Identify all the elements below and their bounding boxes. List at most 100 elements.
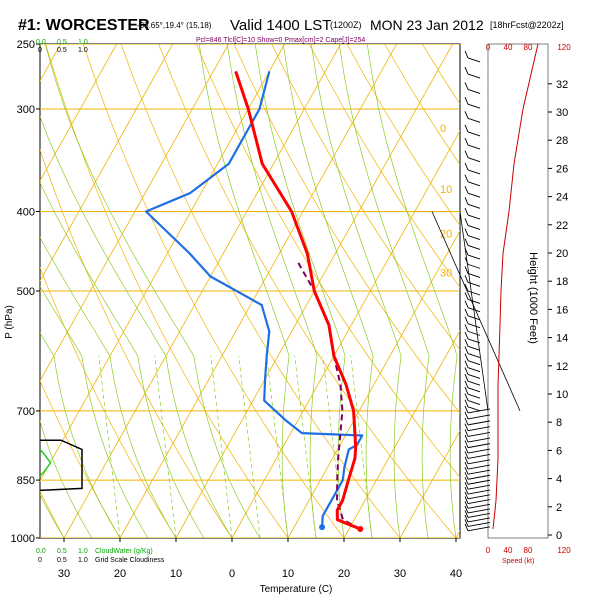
temperature-tick-label: 30 — [394, 568, 406, 580]
wind-barb-flag — [464, 411, 469, 420]
speed-tick-label: 40 — [504, 546, 513, 555]
dry-adiabat — [346, 44, 460, 227]
speed-tick-label: 80 — [524, 546, 533, 555]
dry-adiabat — [120, 44, 401, 538]
wind-barb-flag — [464, 417, 469, 426]
wind-barb — [467, 393, 481, 399]
moist-adiabat — [40, 419, 93, 538]
mixing-ratio-line — [266, 355, 289, 538]
wind-barb — [467, 517, 491, 523]
speed-tick-label: 80 — [524, 43, 533, 52]
isotherm-line — [40, 44, 229, 382]
wind-barb — [467, 443, 491, 449]
temperature-tick-label: 10 — [282, 568, 294, 580]
cloud-scale-label: 1.0 — [78, 557, 88, 564]
moist-adiabat — [40, 181, 205, 538]
pressure-tick-label: 500 — [17, 286, 35, 298]
wind-barb-flag — [464, 331, 469, 340]
mixing-ratio-line — [350, 355, 373, 538]
wind-barb-flag — [464, 440, 469, 448]
isotherm-line — [231, 130, 460, 538]
height-tick-label: 30 — [556, 107, 568, 119]
cloud-scale-label: 0.5 — [57, 39, 67, 46]
pressure-tick-label: 400 — [17, 206, 35, 218]
wind-barb — [467, 315, 481, 321]
wind-barb — [467, 459, 491, 465]
wind-barb — [467, 192, 481, 198]
height-tick-label: 28 — [556, 135, 568, 147]
wind-speed-curve — [492, 43, 539, 530]
dry-adiabat — [158, 44, 457, 538]
height-tick-label: 32 — [556, 79, 568, 91]
wind-barb — [467, 499, 491, 505]
wind-barb-flag — [464, 283, 469, 292]
moist-adiabat — [198, 44, 290, 538]
wind-barb — [467, 374, 481, 379]
height-tick-label: 16 — [556, 304, 568, 316]
cloud-scale-top: 0.0 0.5 1.0 0 0.5 1.0 — [36, 39, 88, 54]
height-tick-label: 26 — [556, 163, 568, 175]
forecast-date: MON 23 Jan 2012 — [370, 17, 484, 33]
cloud-scale-label: 0 — [38, 47, 42, 54]
wind-barb-flag — [464, 393, 469, 401]
cloud-scale-bottom: 0.0 0.5 1.0 CloudWater (g/Kg) 0 0.5 1.0 … — [36, 548, 165, 564]
wind-barb — [467, 400, 481, 405]
wind-barb-flag — [464, 197, 469, 205]
isotherm-line — [40, 44, 173, 282]
surface-dewpoint-dot — [319, 524, 326, 531]
wind-barb-flag — [464, 360, 469, 368]
wind-barb — [467, 144, 481, 150]
wind-barb-flag — [464, 247, 469, 256]
speed-tick-label: 40 — [504, 43, 513, 52]
dry-adiabat — [40, 379, 121, 538]
mixing-ratio-line — [210, 355, 233, 538]
wind-barb — [467, 57, 481, 63]
cloud-scale-label: 1.0 — [78, 39, 88, 46]
wind-barb — [467, 380, 481, 386]
moist-adiabat — [40, 285, 149, 538]
wind-barb — [467, 513, 491, 518]
wind-barb — [467, 406, 481, 412]
wind-barb-flag — [464, 111, 469, 119]
height-tick-label: 4 — [556, 474, 562, 486]
wind-barb — [467, 290, 481, 296]
mixing-ratio-line — [322, 355, 345, 538]
height-tick-label: 2 — [556, 502, 562, 514]
height-tick-label: 18 — [556, 276, 568, 288]
wind-barb-flag — [464, 124, 469, 133]
wind-barb-flag — [464, 266, 469, 274]
pressure-tick-label: 850 — [17, 475, 35, 487]
wind-barb-flag — [464, 218, 469, 226]
temperature-tick-label: 40 — [450, 568, 462, 580]
temperature-profile — [234, 70, 361, 531]
connector-line — [459, 211, 489, 411]
wind-barb-flag — [464, 477, 469, 485]
dry-adiabat — [308, 44, 460, 288]
temperature-tick-label: 20 — [114, 568, 126, 580]
height-tick-label: 0 — [556, 530, 562, 542]
speed-tick-label: 0 — [486, 43, 491, 52]
surface-temperature-dot — [357, 525, 364, 532]
wind-barb-flag — [464, 346, 469, 354]
isotherm-line — [63, 44, 341, 538]
wind-barb — [467, 307, 481, 313]
moist-adiabat — [338, 44, 430, 538]
wind-barb-flag — [464, 275, 469, 283]
moist-adiabat — [40, 115, 233, 538]
isotherm-label: 0 — [440, 123, 446, 135]
wind-barb — [467, 345, 481, 351]
pressure-tick-label: 700 — [17, 406, 35, 418]
wind-barb-flag — [464, 374, 469, 382]
wind-barb — [467, 387, 481, 393]
wind-barb-flag — [464, 174, 469, 182]
wind-barb — [467, 169, 481, 175]
temperature-axis-title: Temperature (C) — [260, 584, 333, 595]
cloud-water-line — [40, 448, 52, 477]
wind-barb — [467, 338, 481, 344]
isotherm-line — [40, 44, 117, 182]
cloud-scale-label: 1.0 — [78, 47, 88, 54]
wind-barb — [467, 494, 491, 500]
wind-barb-flag — [464, 66, 469, 75]
isotherm-label: 30 — [440, 267, 452, 279]
wind-barb — [467, 479, 491, 485]
